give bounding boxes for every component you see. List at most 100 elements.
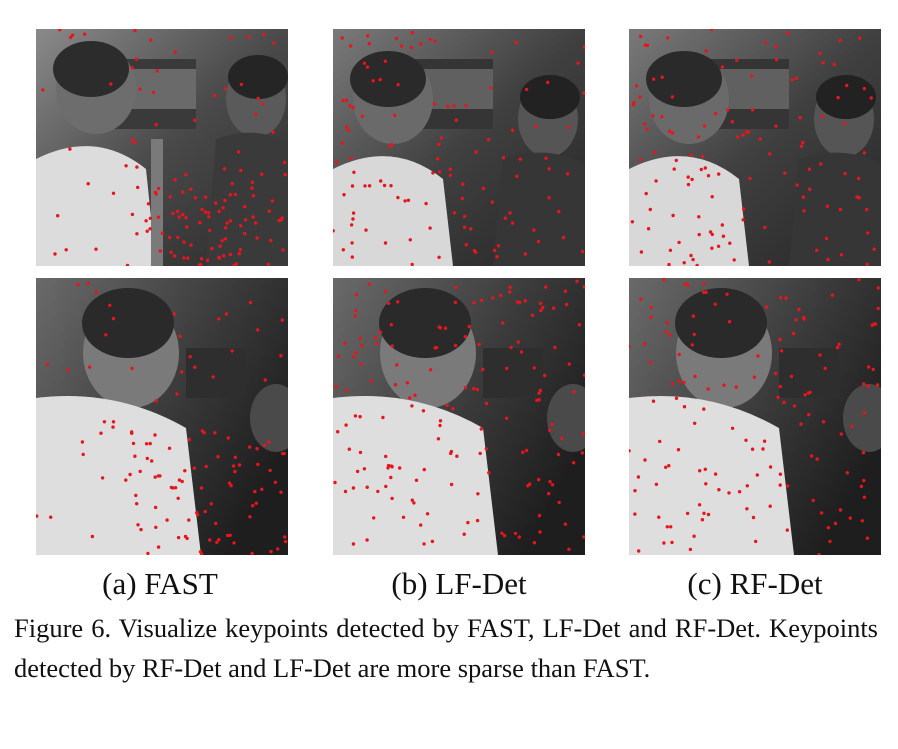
rfdet-view2-keypoints: [629, 278, 880, 555]
fast-view2-image: [36, 278, 288, 555]
keypoint-dot: [730, 120, 734, 124]
lfdet-view1-image: [333, 29, 585, 266]
keypoint-dot: [220, 239, 224, 243]
keypoint-dot: [198, 550, 203, 554]
keypoint-dot: [642, 122, 647, 126]
keypoint-dot: [664, 330, 669, 334]
keypoint-dot: [182, 240, 186, 244]
rfdet-view1-image: [629, 29, 881, 266]
keypoint-dot: [354, 292, 359, 297]
keypoint-dot: [461, 182, 465, 186]
keypoint-dot: [376, 489, 380, 494]
keypoint-dot: [801, 140, 805, 145]
keypoint-dot: [720, 223, 724, 227]
keypoint-dot: [703, 166, 707, 170]
keypoint-dot: [334, 160, 339, 164]
keypoint-dot: [354, 308, 358, 313]
keypoint-dot: [223, 237, 227, 241]
keypoint-dot: [135, 502, 139, 506]
keypoint-dot: [536, 239, 541, 244]
keypoint-dot: [710, 232, 714, 237]
keypoint-dot: [230, 181, 234, 186]
keypoint-dot: [193, 118, 197, 123]
keypoint-dot: [254, 221, 258, 225]
keypoint-dot: [398, 466, 402, 470]
keypoint-dot: [146, 551, 150, 555]
keypoint-dot: [767, 260, 771, 264]
keypoint-dot: [774, 58, 779, 62]
keypoint-dot: [646, 227, 651, 231]
keypoint-dot: [340, 36, 344, 40]
keypoint-dot: [654, 179, 658, 183]
keypoint-dot: [756, 354, 760, 358]
keypoint-dot: [826, 257, 830, 262]
keypoint-dot: [130, 212, 135, 217]
keypoint-dot: [358, 336, 362, 340]
keypoint-dot: [367, 41, 372, 46]
keypoint-dot: [437, 255, 441, 259]
keypoint-dot: [524, 87, 529, 92]
keypoint-dot: [745, 507, 749, 511]
keypoint-dot: [670, 540, 674, 545]
keypoint-dot: [762, 439, 767, 443]
keypoint-dot: [386, 301, 391, 305]
fast-view1-image: [36, 29, 288, 266]
keypoint-dot: [36, 514, 39, 518]
keypoint-dot: [125, 263, 130, 266]
keypoint-dot: [662, 278, 666, 282]
keypoint-dot: [682, 405, 687, 409]
keypoint-dot: [838, 508, 843, 512]
keypoint-dot: [171, 211, 175, 216]
keypoint-dot: [560, 436, 564, 441]
keypoint-dot: [419, 42, 423, 46]
keypoint-dot: [845, 471, 849, 475]
keypoint-dot: [232, 263, 236, 266]
keypoint-dot: [158, 249, 162, 253]
keypoint-dot: [706, 174, 711, 178]
keypoint-dot: [490, 200, 494, 204]
keypoint-dot: [469, 227, 473, 231]
keypoint-dot: [437, 142, 441, 147]
keypoint-dot: [809, 454, 814, 458]
keypoint-dot: [815, 457, 819, 461]
keypoint-dot: [438, 423, 442, 428]
keypoint-dot: [639, 34, 643, 39]
keypoint-dot: [629, 344, 631, 348]
keypoint-dot: [866, 384, 871, 388]
keypoint-dot: [648, 207, 652, 212]
keypoint-dot: [821, 61, 825, 65]
keypoint-dot: [151, 90, 156, 95]
keypoint-dot: [229, 483, 233, 488]
keypoint-dot: [763, 225, 767, 230]
keypoint-dot: [582, 45, 585, 49]
keypoint-dot: [410, 31, 415, 35]
keypoint-dot: [504, 416, 509, 420]
keypoint-dot: [336, 430, 340, 434]
keypoint-dot: [260, 487, 264, 491]
keypoint-dot: [466, 520, 470, 525]
keypoint-dot: [748, 176, 752, 181]
keypoint-dot: [508, 285, 512, 289]
keypoint-dot: [833, 521, 838, 526]
keypoint-dot: [138, 87, 142, 91]
keypoint-dot: [412, 501, 416, 505]
keypoint-dot: [130, 431, 134, 435]
keypoint-dot: [693, 421, 697, 425]
keypoint-dot: [713, 302, 717, 306]
keypoint-dot: [875, 383, 880, 387]
keypoint-dot: [384, 484, 388, 489]
keypoint-dot: [410, 498, 414, 502]
keypoint-dot: [477, 342, 481, 347]
keypoint-dot: [791, 331, 796, 336]
keypoint-dot: [108, 303, 112, 307]
keypoint-dot: [282, 160, 287, 165]
keypoint-dot: [184, 173, 188, 177]
keypoint-dot: [367, 184, 372, 188]
keypoint-dot: [279, 490, 283, 494]
keypoint-dot: [217, 255, 221, 260]
keypoint-dot: [629, 449, 631, 453]
keypoint-dot: [873, 322, 878, 326]
keypoint-dot: [784, 296, 788, 300]
sublabel-fast: (a) FAST: [102, 566, 218, 601]
keypoint-dot: [351, 105, 355, 110]
